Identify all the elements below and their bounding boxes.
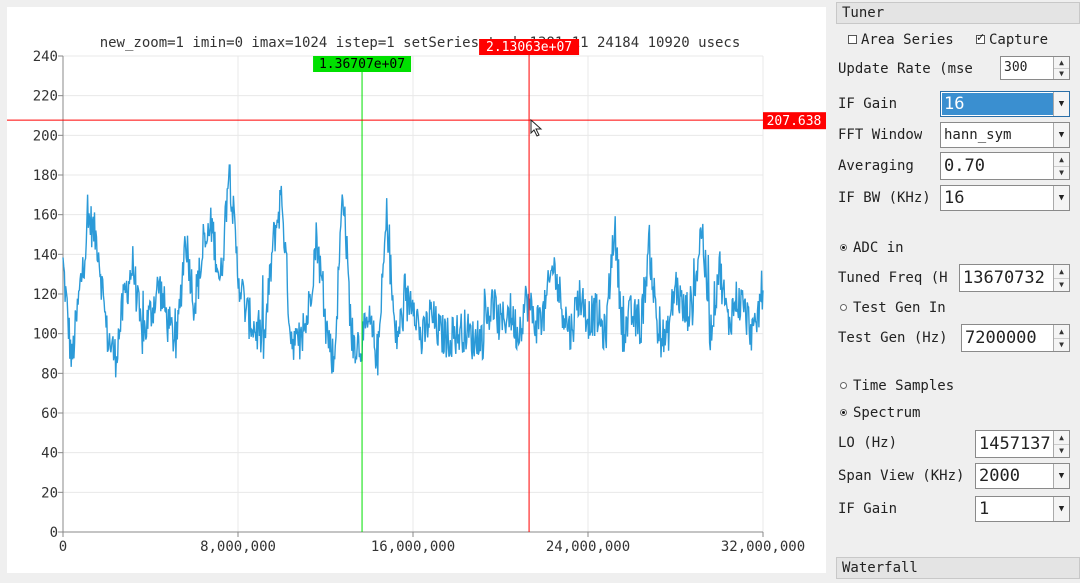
spin-down-icon[interactable]: ▼	[1059, 446, 1064, 455]
y-tick-label: 100	[33, 327, 58, 343]
spin-down-icon[interactable]: ▼	[1059, 280, 1064, 289]
y-tick-label: 180	[33, 168, 58, 184]
red-marker-label-bg	[479, 39, 580, 55]
spectrum-chart[interactable]: new_zoom=1 imin=0 imax=1024 istep=1 setS…	[7, 7, 826, 573]
lo-spinbox[interactable]: 1457137 ▲ ▼	[975, 430, 1070, 458]
fft-window-combo[interactable]: hann_sym ▼	[940, 122, 1070, 148]
waterfall-group-header[interactable]: Waterfall	[836, 557, 1080, 579]
y-tick-label: 60	[41, 406, 58, 422]
spin-up-icon[interactable]: ▲	[1054, 57, 1069, 69]
radio-selected-icon	[840, 409, 847, 416]
tuned-freq-label: Tuned Freq (H	[838, 270, 948, 286]
capture-checkbox[interactable]: Capture	[976, 31, 1049, 48]
if-gain-2-value: 1	[979, 499, 990, 519]
marker-layer[interactable]: 1.36707e+07 2.13063e+07 207.638	[7, 39, 826, 532]
lo-value: 1457137	[979, 434, 1051, 454]
chevron-down-icon[interactable]: ▼	[1053, 123, 1069, 147]
x-tick-label: 24,000,000	[546, 539, 630, 555]
adc-in-label: ADC in	[853, 240, 904, 256]
chevron-down-icon[interactable]: ▼	[1053, 92, 1069, 116]
if-gain-label: IF Gain	[838, 96, 898, 112]
chart-grid	[62, 55, 764, 533]
red-marker-label: 2.13063e+07	[486, 40, 572, 55]
tuned-freq-spinbox[interactable]: 13670732 ▲ ▼	[959, 264, 1070, 292]
test-gen-label: Test Gen (Hz)	[838, 330, 948, 346]
time-samples-radio[interactable]: Time Samples	[840, 378, 954, 394]
spin-down-icon[interactable]: ▼	[1059, 168, 1064, 177]
tuner-panel: Tuner Area Series Capture Update Rate (m…	[836, 0, 1080, 583]
radio-selected-icon	[840, 244, 847, 251]
fft-window-value: hann_sym	[944, 127, 1012, 143]
checkbox-unchecked-icon	[848, 35, 857, 44]
y-tick-label: 80	[41, 366, 58, 382]
test-gen-spinbox[interactable]: 7200000 ▲ ▼	[961, 324, 1070, 352]
test-gen-in-label: Test Gen In	[853, 300, 946, 316]
y-tick-label: 200	[33, 128, 58, 144]
update-rate-value: 300	[1004, 60, 1028, 75]
test-gen-value: 7200000	[965, 328, 1037, 348]
green-marker-label: 1.36707e+07	[319, 57, 405, 72]
chart-axes: 0 20 40 60 80 100 120 140 160 180 200 220 240 0 8,000,…	[33, 49, 805, 555]
if-gain-2-label: IF Gain	[838, 501, 898, 517]
spectrum-label: Spectrum	[853, 405, 921, 421]
update-rate-spinbox[interactable]: 300 ▲ ▼	[1000, 56, 1070, 80]
spectrum-radio[interactable]: Spectrum	[840, 405, 920, 421]
y-tick-label: 140	[33, 247, 58, 263]
spin-up-icon[interactable]: ▲	[1054, 265, 1069, 279]
averaging-spinbox[interactable]: 0.70 ▲ ▼	[940, 152, 1070, 180]
test-gen-in-radio[interactable]: Test Gen In	[840, 300, 946, 316]
y-tick-label: 240	[33, 49, 58, 65]
if-bw-label: IF BW (KHz)	[838, 190, 931, 206]
checkbox-checked-icon	[976, 31, 985, 44]
x-tick-label: 0	[59, 539, 67, 555]
spin-down-icon[interactable]: ▼	[1059, 340, 1064, 349]
spectrum-chart-panel[interactable]: new_zoom=1 imin=0 imax=1024 istep=1 setS…	[7, 7, 826, 573]
area-series-label: Area Series	[861, 32, 954, 48]
area-series-checkbox[interactable]: Area Series	[848, 32, 954, 48]
series-layer	[62, 164, 764, 378]
spin-up-icon[interactable]: ▲	[1054, 431, 1069, 445]
x-tick-label: 32,000,000	[721, 539, 805, 555]
green-marker-label-bg	[313, 56, 412, 72]
x-tick-label: 8,000,000	[200, 539, 276, 555]
if-bw-value: 16	[944, 188, 965, 208]
fft-window-label: FFT Window	[838, 127, 923, 143]
if-bw-combo[interactable]: 16 ▼	[940, 185, 1070, 211]
span-view-value: 2000	[979, 466, 1020, 486]
radio-unselected-icon	[840, 382, 847, 389]
update-rate-label: Update Rate (mse	[838, 61, 973, 77]
chevron-down-icon[interactable]: ▼	[1053, 464, 1069, 488]
y-tick-label: 40	[41, 446, 58, 462]
chevron-down-icon[interactable]: ▼	[1053, 186, 1069, 210]
x-tick-label: 16,000,000	[371, 539, 455, 555]
if-gain-value: 16	[942, 93, 1053, 115]
radio-unselected-icon	[840, 304, 847, 311]
y-tick-label: 120	[33, 287, 58, 303]
y-tick-label: 160	[33, 208, 58, 224]
span-view-combo[interactable]: 2000 ▼	[975, 463, 1070, 489]
if-gain-combo[interactable]: 16 ▼	[940, 91, 1070, 117]
chevron-down-icon[interactable]: ▼	[1053, 497, 1069, 521]
averaging-value: 0.70	[944, 156, 985, 176]
chart-title: new_zoom=1 imin=0 imax=1024 istep=1 setS…	[100, 35, 741, 51]
horizontal-marker-label-bg	[763, 112, 826, 130]
adc-in-radio[interactable]: ADC in	[840, 240, 904, 256]
averaging-label: Averaging	[838, 158, 914, 174]
spin-down-icon[interactable]: ▼	[1059, 69, 1064, 78]
y-tick-label: 220	[33, 89, 58, 105]
spectrum-series-line	[62, 164, 764, 378]
capture-label: Capture	[989, 32, 1049, 48]
spin-up-icon[interactable]: ▲	[1054, 325, 1069, 339]
span-view-label: Span View (KHz)	[838, 468, 965, 484]
lo-label: LO (Hz)	[838, 435, 898, 451]
tuner-group-header[interactable]: Tuner	[836, 2, 1080, 24]
y-tick-label: 20	[41, 485, 58, 501]
horizontal-marker-label: 207.638	[767, 114, 822, 129]
time-samples-label: Time Samples	[853, 378, 955, 394]
tuned-freq-value: 13670732	[963, 268, 1045, 288]
y-tick-label: 0	[50, 525, 58, 541]
if-gain-2-combo[interactable]: 1 ▼	[975, 496, 1070, 522]
spin-up-icon[interactable]: ▲	[1054, 153, 1069, 167]
mouse-cursor-icon	[530, 118, 543, 137]
